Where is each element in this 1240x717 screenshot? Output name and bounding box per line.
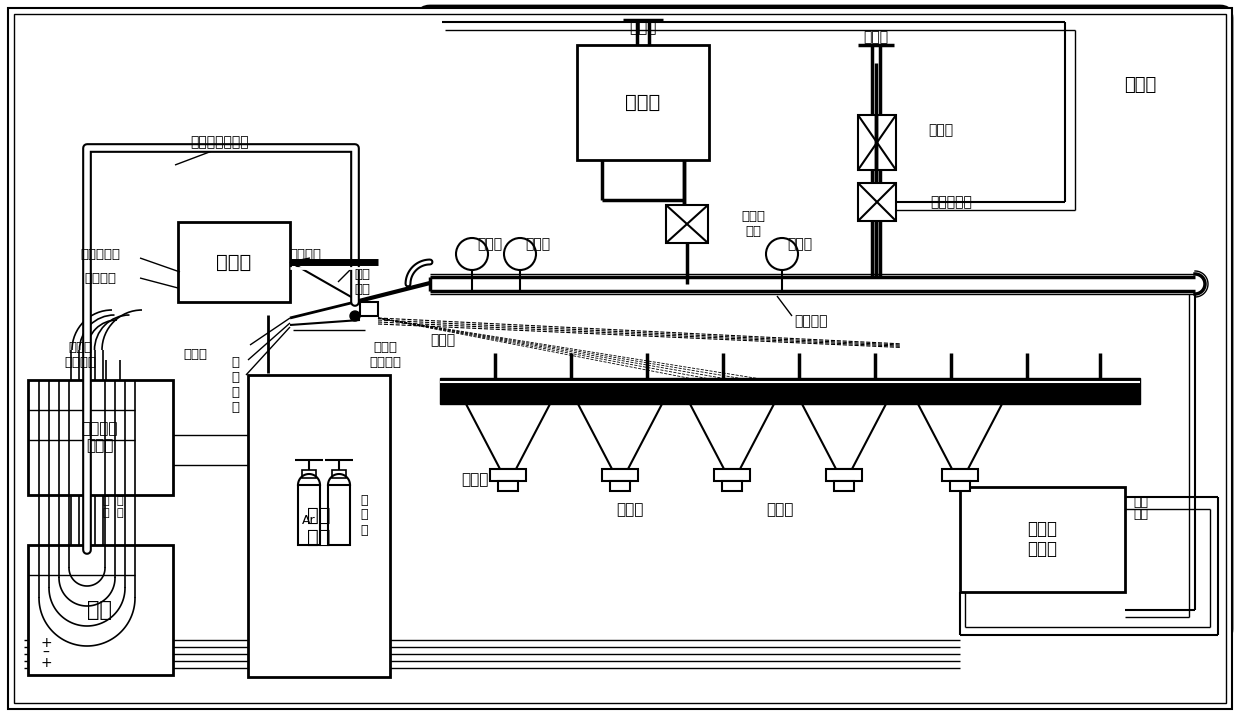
Bar bbox=[666, 205, 708, 243]
Polygon shape bbox=[578, 404, 662, 469]
Text: 排气闸板阀: 排气闸板阀 bbox=[930, 195, 972, 209]
Text: 电源: 电源 bbox=[88, 600, 113, 620]
Bar bbox=[303, 470, 316, 478]
Text: –: – bbox=[42, 646, 50, 660]
Text: 真空泵: 真空泵 bbox=[625, 92, 661, 112]
Bar bbox=[858, 115, 897, 170]
Polygon shape bbox=[918, 404, 1002, 469]
Bar bbox=[960, 487, 1125, 592]
Text: 大电流正极电缆: 大电流正极电缆 bbox=[191, 135, 249, 149]
Bar bbox=[858, 183, 897, 221]
Text: 出
水: 出 水 bbox=[117, 496, 123, 518]
Text: 转移弧
等离子炬: 转移弧 等离子炬 bbox=[370, 341, 401, 369]
Bar bbox=[610, 481, 630, 491]
Text: 工
作
气
体: 工 作 气 体 bbox=[231, 356, 239, 414]
Polygon shape bbox=[689, 404, 774, 469]
Text: 温度表: 温度表 bbox=[525, 237, 551, 251]
Bar bbox=[950, 481, 970, 491]
Text: 卸粉槽: 卸粉槽 bbox=[616, 503, 644, 518]
Text: 过滤器: 过滤器 bbox=[929, 123, 954, 137]
Bar bbox=[577, 45, 709, 160]
Bar bbox=[490, 469, 526, 481]
Bar bbox=[360, 302, 378, 316]
Text: 制粉釜
制冷机: 制粉釜 制冷机 bbox=[1027, 520, 1056, 559]
Text: 盛粉盆: 盛粉盆 bbox=[461, 473, 489, 488]
Text: 水电转接头: 水电转接头 bbox=[81, 249, 120, 262]
Text: 正压表: 正压表 bbox=[477, 237, 502, 251]
Text: 回
水: 回 水 bbox=[103, 496, 109, 518]
Circle shape bbox=[350, 311, 360, 321]
Text: 负极电缆: 负极电缆 bbox=[84, 272, 117, 285]
Text: 控制
总成: 控制 总成 bbox=[308, 505, 331, 546]
Circle shape bbox=[503, 238, 536, 270]
Bar bbox=[835, 481, 854, 491]
Text: 回水: 回水 bbox=[1133, 495, 1148, 508]
Text: 冷却水管: 冷却水管 bbox=[794, 314, 827, 328]
Bar bbox=[601, 469, 639, 481]
Bar bbox=[298, 485, 320, 545]
Bar bbox=[826, 469, 862, 481]
Bar bbox=[29, 380, 174, 495]
Text: +: + bbox=[40, 636, 52, 650]
Bar bbox=[332, 470, 346, 478]
Bar bbox=[29, 545, 174, 675]
Text: 送丝机: 送丝机 bbox=[216, 252, 252, 272]
Text: 小电流
正极电缆: 小电流 正极电缆 bbox=[64, 341, 95, 369]
Text: 金属丝: 金属丝 bbox=[430, 333, 455, 347]
Text: 送丝
接头: 送丝 接头 bbox=[353, 268, 370, 296]
Circle shape bbox=[766, 238, 799, 270]
Polygon shape bbox=[466, 404, 551, 469]
Bar bbox=[179, 222, 290, 302]
Text: +: + bbox=[40, 656, 52, 670]
Text: 抽气闸
板阀: 抽气闸 板阀 bbox=[742, 210, 765, 238]
Bar bbox=[498, 481, 518, 491]
FancyBboxPatch shape bbox=[418, 6, 1233, 641]
Text: 送丝软管: 送丝软管 bbox=[289, 249, 321, 262]
Polygon shape bbox=[802, 404, 887, 469]
Bar bbox=[714, 469, 750, 481]
Text: Ar: Ar bbox=[303, 513, 316, 526]
Text: 卸粉阀: 卸粉阀 bbox=[766, 503, 794, 518]
Text: 排气口: 排气口 bbox=[863, 30, 889, 44]
Bar bbox=[440, 378, 1140, 404]
Text: 制粉釜: 制粉釜 bbox=[1123, 76, 1156, 94]
Text: 负压表: 负压表 bbox=[787, 237, 812, 251]
Text: 出水: 出水 bbox=[1133, 508, 1148, 521]
Text: 次
级
气: 次 级 气 bbox=[361, 493, 368, 536]
Circle shape bbox=[456, 238, 489, 270]
Text: 水电缆: 水电缆 bbox=[184, 348, 207, 361]
Text: 抽气口: 抽气口 bbox=[630, 21, 657, 36]
Bar bbox=[722, 481, 742, 491]
Bar bbox=[329, 485, 350, 545]
Text: 等离子炬
制冷机: 等离子炬 制冷机 bbox=[82, 421, 118, 453]
Bar bbox=[248, 375, 391, 677]
Bar bbox=[942, 469, 978, 481]
FancyBboxPatch shape bbox=[430, 18, 1220, 629]
